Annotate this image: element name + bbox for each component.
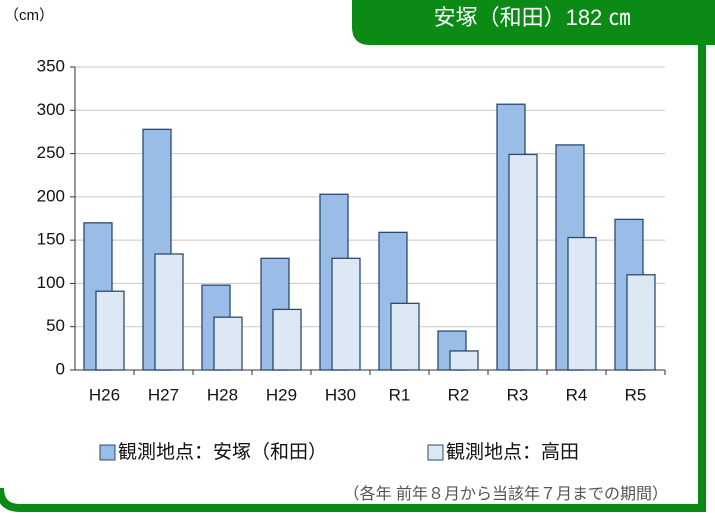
bar <box>626 274 656 371</box>
title-banner <box>352 0 715 45</box>
y-tick-label: 150 <box>37 230 65 249</box>
x-tick-label: R5 <box>625 385 647 404</box>
x-tick-label: H27 <box>148 385 179 404</box>
bar <box>272 308 302 371</box>
frame <box>0 0 706 512</box>
bar <box>213 316 243 371</box>
bar <box>508 153 538 371</box>
y-tick-label: 200 <box>37 186 65 205</box>
x-tick-label: H26 <box>89 385 120 404</box>
x-tick-label: H28 <box>207 385 238 404</box>
bar <box>567 236 597 371</box>
legend-label: 観測地点：安塚（和田） <box>118 441 327 463</box>
x-tick-label: R4 <box>566 385 588 404</box>
bar <box>154 253 184 371</box>
y-tick-label: 350 <box>37 56 65 75</box>
x-tick-label: H30 <box>325 385 356 404</box>
bar <box>390 302 420 371</box>
y-tick-label: 300 <box>37 100 65 119</box>
legend-label: 観測地点：高田 <box>446 441 579 463</box>
legend-swatch <box>99 444 116 461</box>
y-tick-label: 50 <box>46 316 65 335</box>
legend-swatch <box>427 444 444 461</box>
bar <box>449 350 479 371</box>
y-axis-label: （cm） <box>4 7 54 24</box>
bar <box>95 290 125 371</box>
x-tick-label: R1 <box>389 385 411 404</box>
chart-title: 安塚（和田）182 ㎝ <box>434 5 631 30</box>
x-tick-label: R3 <box>507 385 529 404</box>
x-tick-label: H29 <box>266 385 297 404</box>
y-tick-label: 100 <box>37 273 65 292</box>
y-tick-label: 250 <box>37 143 65 162</box>
y-tick-label: 0 <box>56 359 65 378</box>
footnote: （各年 前年８月から当該年７月までの期間） <box>344 485 668 503</box>
bar <box>331 257 361 371</box>
x-tick-label: R2 <box>448 385 470 404</box>
